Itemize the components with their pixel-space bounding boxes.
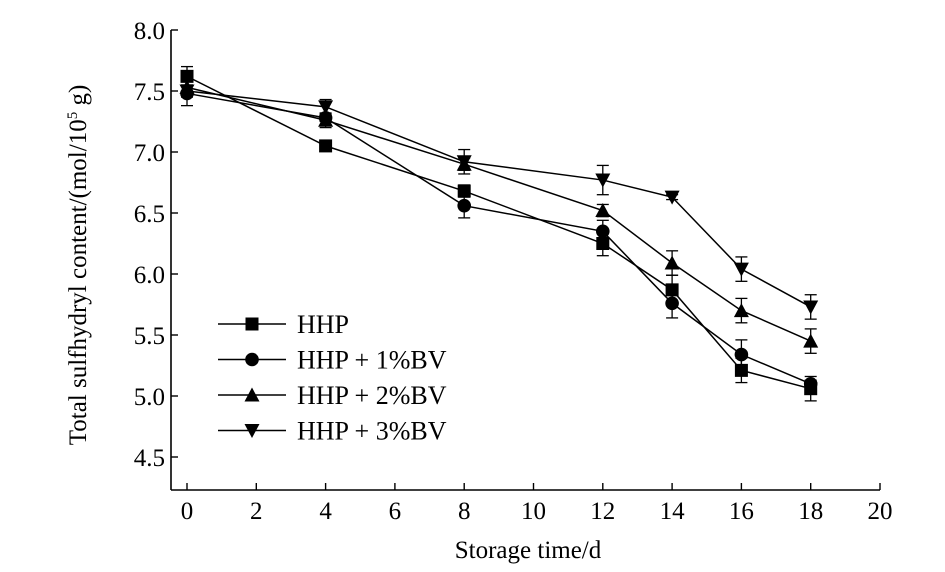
data-point	[595, 173, 611, 188]
y-axis-title-tail: g)	[65, 85, 92, 112]
x-tick-label: 18	[798, 498, 823, 525]
series-1	[180, 65, 818, 402]
data-point	[457, 184, 471, 198]
data-point	[596, 237, 610, 250]
y-tick-label: 5.0	[134, 384, 165, 411]
y-tick-label: 7.5	[134, 79, 165, 106]
data-point	[664, 255, 680, 270]
x-tick-label: 10	[521, 498, 546, 525]
y-axis-title-superscript: 5	[65, 112, 81, 120]
data-point	[319, 139, 333, 153]
y-tick-label: 6.0	[134, 262, 165, 289]
legend-entry: HHP + 3%BV	[218, 417, 447, 446]
data-point	[596, 224, 610, 239]
x-tick-label: 2	[250, 498, 263, 525]
data-point	[664, 190, 680, 205]
y-axis-title: Total sulfhydryl content/(mol/105 g)	[65, 85, 92, 446]
legend-label: HHP	[297, 310, 349, 339]
y-ticks: 4.5 5.0 5.5 6.0 6.5 7.0 7.5 8.0	[134, 18, 178, 472]
data-point	[456, 155, 472, 170]
x-tick-label: 14	[660, 498, 686, 525]
x-axis-title: Storage time/d	[455, 537, 602, 564]
data-point	[665, 296, 679, 311]
y-tick-label: 8.0	[134, 18, 165, 45]
legend-entry: HHP + 1%BV	[218, 346, 447, 375]
data-point	[457, 198, 472, 213]
series-line	[186, 75, 811, 390]
x-tick-label: 4	[319, 498, 332, 525]
y-tick-label: 4.5	[134, 445, 165, 472]
series-2	[180, 80, 818, 391]
data-point	[803, 333, 819, 348]
data-point	[734, 347, 749, 362]
legend-marker	[245, 352, 259, 367]
y-tick-label: 5.5	[134, 323, 165, 350]
x-ticks: 0 2 4 6 8 10 12 14 16 18 20	[181, 483, 893, 525]
x-tick-label: 16	[729, 498, 754, 525]
y-tick-label: 6.5	[134, 201, 165, 228]
series-layer	[179, 65, 819, 402]
legend: HHP HHP + 1%BV HHP + 2%BV HHP + 3%BV	[218, 310, 447, 446]
y-tick-label: 7.0	[134, 140, 165, 167]
legend-entry: HHP + 2%BV	[218, 381, 447, 410]
x-tick-label: 0	[181, 498, 194, 525]
series-line	[186, 92, 811, 385]
data-point	[733, 303, 749, 318]
legend-marker	[245, 317, 259, 331]
axes	[170, 30, 880, 491]
x-tick-label: 8	[458, 498, 471, 525]
legend-marker	[244, 424, 260, 438]
data-point	[734, 363, 748, 377]
legend-label: HHP + 1%BV	[297, 346, 447, 375]
data-point	[803, 300, 819, 315]
x-tick-label: 20	[868, 498, 893, 525]
data-point	[803, 377, 818, 391]
legend-entry: HHP	[218, 310, 349, 339]
legend-label: HHP + 3%BV	[297, 417, 447, 446]
y-axis-title-main: Total sulfhydryl content/(mol/10	[65, 119, 92, 445]
x-tick-label: 12	[590, 498, 615, 525]
series-4	[179, 84, 819, 320]
series-3	[179, 79, 819, 354]
data-point	[318, 100, 334, 115]
series-line	[186, 86, 812, 342]
data-point	[179, 84, 195, 99]
data-point	[733, 262, 749, 277]
data-point	[595, 203, 611, 218]
legend-marker	[244, 387, 260, 402]
x-tick-label: 6	[389, 498, 402, 525]
legend-label: HHP + 2%BV	[297, 381, 447, 410]
data-point	[318, 112, 334, 127]
